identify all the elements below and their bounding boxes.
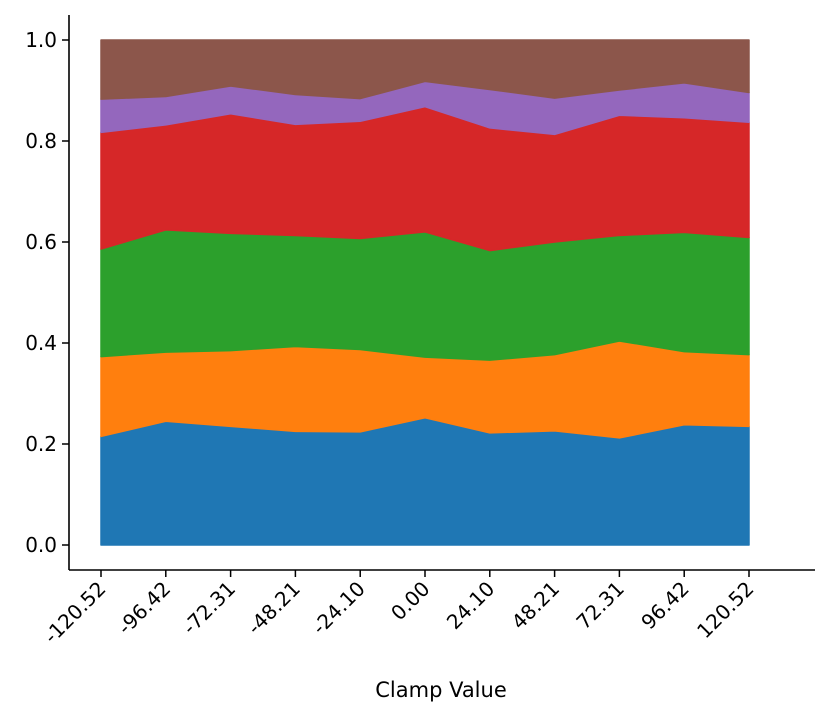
x-tick-label: -24.10 xyxy=(307,577,370,640)
y-tick-label: 0.0 xyxy=(25,533,57,557)
y-tick-label: 0.6 xyxy=(25,230,57,254)
x-tick-label: 96.42 xyxy=(636,577,693,634)
area-series-4 xyxy=(100,105,750,252)
area-series-1 xyxy=(100,416,750,546)
y-tick-label: 0.8 xyxy=(25,129,57,153)
x-tick-label: -48.21 xyxy=(242,577,305,640)
area-series-6 xyxy=(100,39,750,100)
y-tick-label: 0.2 xyxy=(25,432,57,456)
x-tick-label: 48.21 xyxy=(507,577,564,634)
x-tick-label: -120.52 xyxy=(39,577,111,649)
x-tick-label: 120.52 xyxy=(692,577,758,643)
y-tick-label: 0.4 xyxy=(25,331,57,355)
x-tick-label: 24.10 xyxy=(442,577,499,634)
x-tick-label: 72.31 xyxy=(571,577,628,634)
y-tick-label: 1.0 xyxy=(25,28,57,52)
area-series-3 xyxy=(100,229,750,361)
x-tick-label: -72.31 xyxy=(178,577,241,640)
x-tick-label: -96.42 xyxy=(113,577,176,640)
x-tick-label: 0.00 xyxy=(386,577,434,625)
x-axis-label: Clamp Value xyxy=(375,678,507,702)
area-series-group xyxy=(100,39,750,546)
